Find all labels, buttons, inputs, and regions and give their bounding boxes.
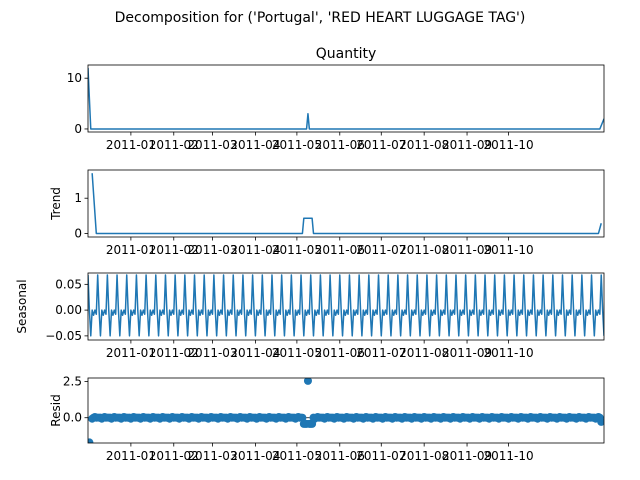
xtick-label-observed-2: 2011-03 [187, 138, 237, 152]
xtick-label-trend-6: 2011-07 [356, 243, 406, 257]
subplot-panels: 0102011-012011-022011-032011-042011-0520… [15, 46, 605, 463]
xtick-label-resid-5: 2011-06 [315, 449, 365, 463]
ytick-label-seasonal-2: 0.05 [55, 277, 82, 291]
plot-area-resid [88, 378, 604, 443]
xtick-label-seasonal-0: 2011-01 [106, 346, 156, 360]
plot-area-observed [88, 68, 604, 130]
plot-area-trend [91, 173, 602, 235]
ytick-label-seasonal-0: −0.05 [45, 329, 82, 343]
ytick-label-resid-0: 0.0 [63, 411, 82, 425]
ylabel-seasonal: Seasonal [15, 279, 29, 333]
xtick-label-resid-2: 2011-03 [187, 449, 237, 463]
xtick-label-observed-7: 2011-08 [399, 138, 449, 152]
axes-frame-resid [87, 377, 605, 444]
ytick-label-observed-1: 10 [67, 71, 82, 85]
xtick-label-trend-9: 2011-10 [483, 243, 533, 257]
xtick-label-observed-9: 2011-10 [483, 138, 533, 152]
series-line-seasonal [88, 274, 604, 337]
panel-trend: 012011-012011-022011-032011-042011-05201… [49, 169, 605, 257]
axes-frame-observed [87, 64, 605, 133]
xtick-label-seasonal-4: 2011-05 [272, 346, 322, 360]
xtick-label-resid-6: 2011-07 [356, 449, 406, 463]
xtick-label-trend-2: 2011-03 [187, 243, 237, 257]
xtick-label-observed-1: 2011-02 [149, 138, 199, 152]
resid-point-153 [298, 413, 307, 422]
axes-frame-seasonal [87, 272, 605, 341]
xtick-label-resid-0: 2011-01 [106, 449, 156, 463]
xtick-label-trend-4: 2011-05 [272, 243, 322, 257]
xtick-label-observed-8: 2011-09 [442, 138, 492, 152]
resid-point-369 [597, 417, 604, 426]
ylabel-trend: Trend [49, 187, 63, 221]
panel-title-observed: Quantity [316, 46, 377, 62]
xtick-label-seasonal-9: 2011-10 [483, 346, 533, 360]
xtick-label-seasonal-8: 2011-09 [442, 346, 492, 360]
xtick-label-observed-4: 2011-05 [272, 138, 322, 152]
axes-frame-trend [87, 169, 605, 238]
ytick-label-resid-1: 2.5 [63, 375, 82, 389]
series-line-trend [91, 173, 602, 235]
xtick-label-resid-4: 2011-05 [272, 449, 322, 463]
ytick-label-observed-0: 0 [74, 122, 82, 136]
xtick-label-trend-0: 2011-01 [106, 243, 156, 257]
panel-seasonal: −0.050.000.052011-012011-022011-032011-0… [15, 272, 605, 360]
plot-area-seasonal [88, 274, 604, 337]
xtick-label-seasonal-1: 2011-02 [149, 346, 199, 360]
panel-resid: 0.02.52011-012011-022011-032011-042011-0… [49, 375, 605, 463]
xtick-label-resid-8: 2011-09 [442, 449, 492, 463]
xtick-label-trend-5: 2011-06 [315, 243, 365, 257]
resid-point-157 [303, 378, 312, 385]
xtick-label-trend-8: 2011-09 [442, 243, 492, 257]
xtick-label-resid-3: 2011-04 [230, 449, 280, 463]
xtick-label-seasonal-2: 2011-03 [187, 346, 237, 360]
panel-observed: 0102011-012011-022011-032011-042011-0520… [67, 46, 605, 152]
xtick-label-trend-7: 2011-08 [399, 243, 449, 257]
xtick-label-seasonal-3: 2011-04 [230, 346, 280, 360]
xtick-label-seasonal-5: 2011-06 [315, 346, 365, 360]
xtick-label-trend-3: 2011-04 [230, 243, 280, 257]
ytick-label-trend-1: 1 [74, 191, 82, 205]
resid-point-0 [88, 438, 94, 443]
xtick-label-trend-1: 2011-02 [149, 243, 199, 257]
xtick-label-observed-5: 2011-06 [315, 138, 365, 152]
xtick-label-observed-6: 2011-07 [356, 138, 406, 152]
ytick-label-seasonal-1: 0.00 [55, 303, 82, 317]
ylabel-resid: Resid [49, 394, 63, 426]
xtick-label-observed-0: 2011-01 [106, 138, 156, 152]
xtick-label-seasonal-6: 2011-07 [356, 346, 406, 360]
xtick-label-resid-9: 2011-10 [483, 449, 533, 463]
xtick-label-resid-1: 2011-02 [149, 449, 199, 463]
figure-suptitle: Decomposition for ('Portugal', 'RED HEAR… [115, 10, 526, 26]
xtick-label-seasonal-7: 2011-08 [399, 346, 449, 360]
xtick-label-observed-3: 2011-04 [230, 138, 280, 152]
ytick-label-trend-0: 0 [74, 226, 82, 240]
series-line-observed [88, 68, 604, 130]
xtick-label-resid-7: 2011-08 [399, 449, 449, 463]
